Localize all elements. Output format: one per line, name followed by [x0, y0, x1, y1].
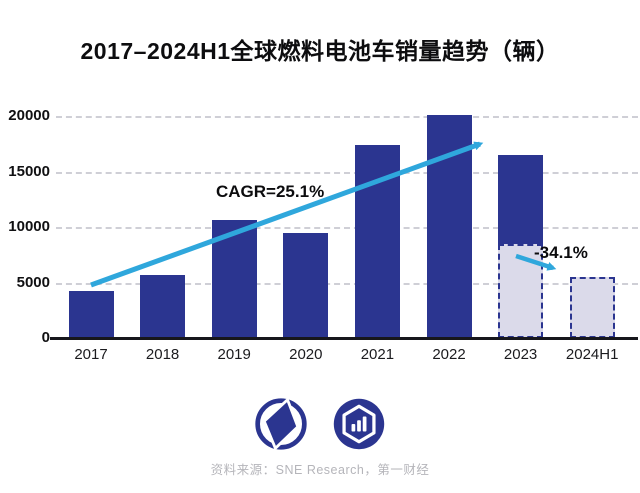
- cagr-label: CAGR=25.1%: [216, 182, 325, 201]
- chart-title: 2017–2024H1全球燃料电池车销量趋势（辆）: [80, 38, 560, 64]
- bar-2017: [68, 291, 114, 338]
- y-axis-tick-20000: 20000: [8, 107, 50, 124]
- y-axis-tick-0: 0: [41, 329, 50, 346]
- yicai-logo-icon: [255, 397, 307, 451]
- x-axis-label-2019: 2019: [217, 346, 251, 363]
- x-axis-label-2017: 2017: [74, 346, 108, 363]
- data-source-note: 资料来源：SNE Research，第一财经: [210, 463, 430, 477]
- x-axis-label-2023: 2023: [503, 346, 538, 363]
- x-axis-label-2022: 2022: [432, 346, 466, 363]
- y-axis-tick-5000: 5000: [16, 273, 50, 291]
- bar-2022: [426, 114, 472, 338]
- bar-2023: [498, 154, 544, 244]
- x-axis-label-2018: 2018: [145, 346, 180, 363]
- bar-2024H1-h1-segment: [569, 276, 615, 338]
- x-axis-label-2020: 2020: [289, 346, 323, 363]
- y-axis-tick-10000: 10000: [8, 218, 50, 235]
- x-axis-label-2021: 2021: [360, 346, 395, 363]
- bar-2018: [140, 274, 186, 338]
- gridline-15000: [56, 171, 638, 174]
- y-axis-tick-15000: 15000: [8, 162, 50, 180]
- hexagon-barchart-logo-icon: [333, 398, 385, 450]
- bar-2019: [211, 220, 257, 338]
- gridline-10000: [56, 227, 638, 229]
- x-axis-label-2024H1: 2024H1: [565, 346, 619, 363]
- footer-logos: [0, 396, 640, 452]
- gridline-20000: [56, 116, 638, 118]
- decline-label: -34.1%: [534, 243, 588, 262]
- bar-2020: [283, 232, 329, 338]
- chart-plot-area: CAGR=25.1% -34.1% 0 5000 10000 15000 20000 20…: [0, 95, 640, 375]
- x-axis-line: [50, 337, 638, 340]
- bar-2021: [354, 144, 400, 338]
